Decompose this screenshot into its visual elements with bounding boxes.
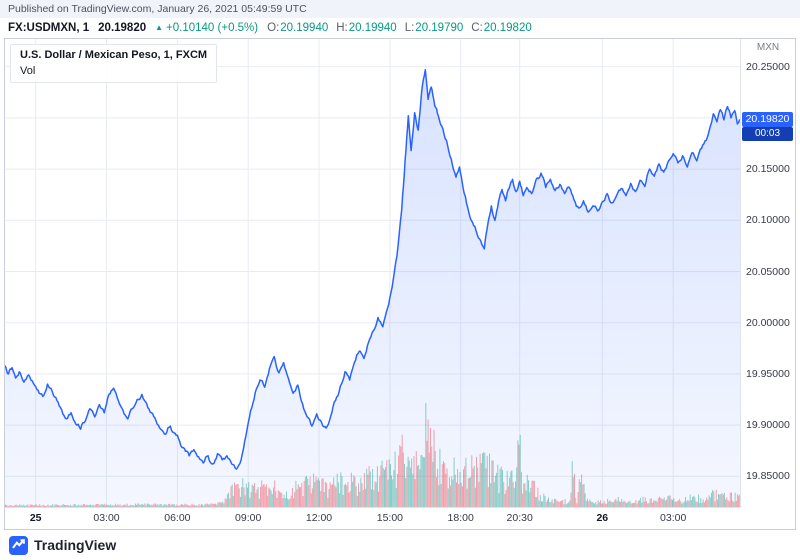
tradingview-logo-icon (9, 535, 28, 555)
chart-legend: U.S. Dollar / Mexican Peso, 1, FXCM Vol (10, 44, 218, 83)
price-change: ▲ +0.10140 (+0.5%) (155, 22, 258, 34)
last-price-value: 20.19820 (98, 22, 147, 34)
chart-frame: U.S. Dollar / Mexican Peso, 1, FXCM Vol … (4, 38, 796, 530)
price-line (5, 68, 740, 470)
high-readout: H: 20.19940 (336, 22, 397, 34)
time-tick-label: 26 (596, 512, 609, 524)
open-readout: O: 20.19940 (267, 22, 329, 34)
chart-canvas[interactable] (5, 39, 740, 507)
close-readout: C: 20.19820 (471, 22, 532, 34)
volume-bars (5, 402, 740, 507)
time-tick-label: 20:30 (506, 512, 533, 524)
ohlc-readout: O: 20.19940 H: 20.19940 L: 20.19790 C: 20.19… (267, 22, 532, 34)
price-area-fill (5, 69, 740, 507)
price-tick-label: 20.25000 (746, 60, 790, 73)
time-tick-label: 15:00 (376, 512, 404, 524)
time-tick-label: 03:00 (660, 512, 687, 524)
time-tick-label: 12:00 (305, 512, 333, 524)
time-tick-label: 09:00 (235, 512, 262, 524)
price-tick-label: 20.15000 (746, 163, 790, 176)
legend-volume-label[interactable]: Vol (20, 65, 36, 77)
tradingview-wordmark: TradingView (34, 537, 117, 553)
footer: TradingView (0, 530, 800, 560)
published-bar: Published on TradingView.com, January 26… (0, 0, 800, 18)
published-text: Published on TradingView.com, January 26… (8, 3, 307, 15)
change-value: +0.10140 (+0.5%) (166, 22, 259, 34)
price-chart-pane[interactable]: U.S. Dollar / Mexican Peso, 1, FXCM Vol (5, 39, 741, 508)
tradingview-logo[interactable]: TradingView (9, 535, 117, 555)
last-price-badge: 20.19820 (742, 112, 793, 128)
price-tick-label: 19.90000 (746, 419, 790, 432)
legend-symbol-title[interactable]: U.S. Dollar / Mexican Peso, 1, FXCM (20, 49, 208, 61)
price-axis[interactable]: MXN 20.19820 00:03 20.25000 20.15000 20.10… (741, 39, 795, 508)
bar-countdown-badge: 00:03 (742, 127, 793, 142)
price-tick-label: 20.00000 (746, 316, 790, 329)
time-tick-label: 03:00 (93, 512, 120, 524)
up-arrow-icon: ▲ (155, 23, 164, 32)
price-tick-label: 19.85000 (746, 470, 790, 483)
low-readout: L: 20.19790 (404, 22, 464, 34)
symbol-name[interactable]: FX:USDMXN, 1 (8, 22, 90, 34)
time-tick-label: 18:00 (447, 512, 474, 524)
price-tick-label: 20.05000 (746, 265, 790, 278)
symbol-toolbar: FX:USDMXN, 1 20.19820 ▲ +0.10140 (+0.5%)… (0, 18, 800, 38)
price-tick-label: 20.10000 (746, 214, 790, 227)
time-tick-label: 06:00 (164, 512, 191, 524)
time-axis[interactable]: 25 03:00 06:00 09:00 12:00 15:00 18:00 20:30 26 0… (5, 508, 741, 529)
time-tick-label: 25 (29, 512, 42, 524)
currency-label: MXN (756, 42, 780, 53)
price-tick-label: 19.95000 (746, 367, 790, 380)
